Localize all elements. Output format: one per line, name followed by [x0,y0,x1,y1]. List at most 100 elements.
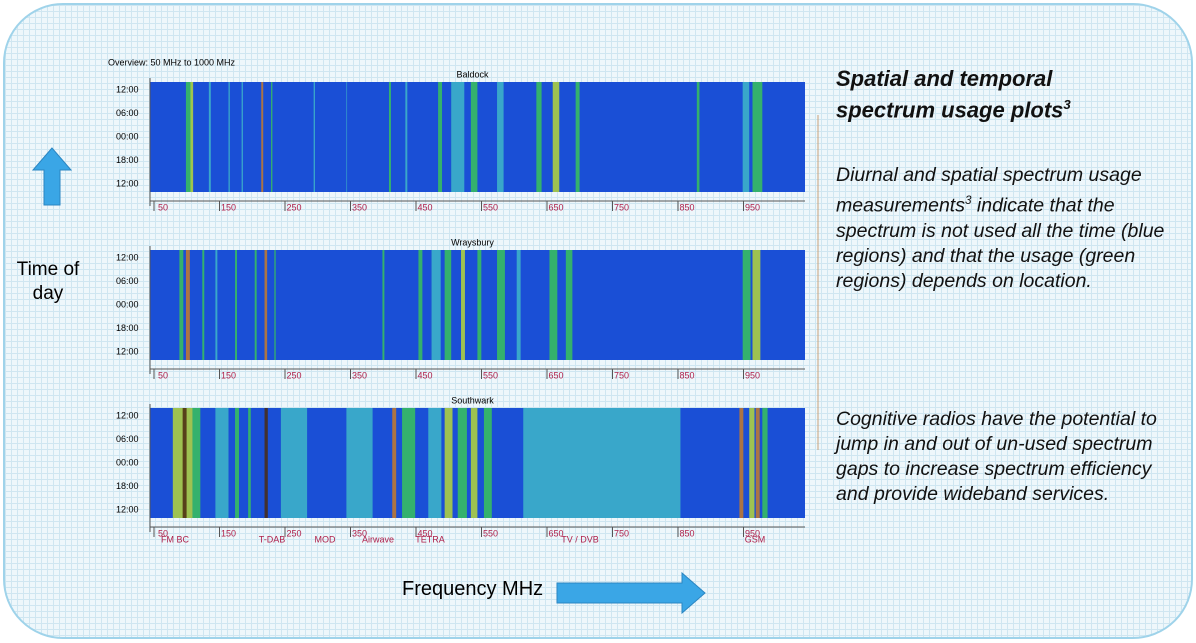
x-tick-label: 850 [679,202,694,212]
x-tick-label: 250 [286,528,301,538]
x-tick-label: 550 [483,202,498,212]
heatmap-band [752,82,763,192]
heatmap-band [185,250,190,360]
x-tick-label: 650 [548,202,563,212]
heatmap-band [739,408,744,518]
x-tick-label: 150 [221,528,236,538]
band-label: GSM [745,534,766,544]
heatmap-band [271,82,273,192]
heading: Spatial and temporal spectrum usage plot… [836,66,1136,123]
heatmap-band [192,408,201,518]
y-tick-label: 12:00 [116,346,139,356]
heatmap-band [575,82,580,192]
heatmap-band [235,250,238,360]
y-tick-label: 00:00 [116,457,139,467]
x-tick-label: 450 [417,528,432,538]
y-tick-label: 06:00 [116,434,139,444]
heatmap-band [202,250,205,360]
heatmap-band [392,408,397,518]
y-tick-label: 12:00 [116,252,139,262]
band-label: T-DAB [259,534,286,544]
heatmap [150,82,805,192]
heatmap-band [215,250,218,360]
x-tick-label: 250 [286,370,301,380]
heatmap-band [428,408,442,518]
heatmap-band [182,408,187,518]
x-tick-label: 650 [548,370,563,380]
y-tick-label: 12:00 [116,504,139,514]
heatmap-band [497,82,504,192]
heatmap-band [264,408,268,518]
y-tick-label: 12:00 [116,84,139,94]
heatmap-band [388,82,391,192]
y-tick-label: 00:00 [116,131,139,141]
paragraph-sup: 3 [964,194,972,207]
heatmap-band [762,408,768,518]
x-tick-label: 350 [352,202,367,212]
x-tick-label: 950 [745,528,760,538]
x-tick-label: 750 [614,370,629,380]
band-label: MOD [315,534,336,544]
panel-title: Baldock [456,69,489,79]
paragraph: Cognitive radios have the potential to j… [836,408,1157,505]
heatmap-band [248,408,251,518]
heatmap-band [451,82,465,192]
band-label: FM BC [161,534,189,544]
heatmap-band [346,408,373,518]
y-tick-label: 06:00 [116,276,139,286]
paragraph-text: Diurnal and spatial spectrum usage measu… [836,164,1142,217]
x-tick-label: 950 [745,370,760,380]
paragraph-text: indicate that the spectrum is not used a… [836,194,1165,292]
y-tick-label: 18:00 [116,155,139,165]
heatmap-band [536,82,542,192]
x-tick-label: 950 [745,202,760,212]
heatmap-band [346,82,348,192]
heatmap-band [749,408,755,518]
y-axis-label: Time of day [16,259,80,304]
x-tick-label: 450 [417,370,432,380]
x-tick-label: 150 [221,202,236,212]
heatmap-band [438,82,443,192]
y-tick-label: 12:00 [116,410,139,420]
heatmap-band [280,408,308,518]
band-label: Airwave [362,534,394,544]
heading-sup: 3 [1063,97,1071,112]
heatmap-band [516,250,521,360]
heatmap-band [696,82,700,192]
x-tick-label: 450 [417,202,432,212]
heatmap-band [418,250,423,360]
heatmap-band [477,250,482,360]
x-tick-label: 50 [158,370,168,380]
heatmap-band [752,250,761,360]
heatmap-band [470,408,478,518]
heatmap-band [483,408,492,518]
heatmap [150,408,805,518]
x-tick-label: 250 [286,202,301,212]
heatmap-band [274,250,276,360]
heatmap-band [179,250,184,360]
heatmap-band [497,250,505,360]
heatmap-band [208,82,211,192]
band-label: TETRA [415,534,445,544]
heatmap-band [444,408,453,518]
heatmap-band [755,408,760,518]
y-tick-label: 00:00 [116,299,139,309]
up-arrow [31,147,73,206]
heatmap-band [431,250,441,360]
x-tick-label: 150 [221,370,236,380]
heatmap-band [185,82,192,192]
panel-title: Wraysbury [451,237,494,247]
y-tick-label: 18:00 [116,481,139,491]
heatmap-band [228,82,230,192]
heatmap-band [241,82,243,192]
x-tick-label: 50 [158,528,168,538]
heatmap-band [405,82,408,192]
heatmap-band [549,250,558,360]
heatmap-band [402,408,416,518]
heading-text: Spatial and temporal spectrum usage plot… [836,66,1064,123]
heatmap-band [235,408,239,518]
x-axis-label: Frequency MHz [402,578,544,600]
heatmap-band [461,250,465,360]
x-tick-label: 50 [158,202,168,212]
